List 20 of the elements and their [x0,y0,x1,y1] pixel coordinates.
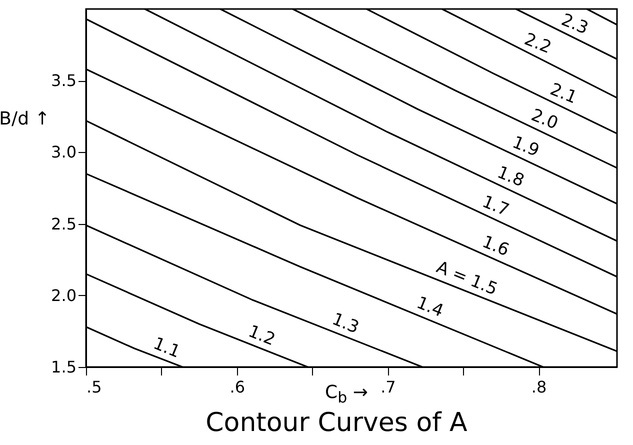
text: 1.7 [479,192,512,221]
y-tick-label: 2.0 [51,286,76,305]
x-tick-label: .8 [531,378,547,396]
text: 1.3 [329,309,362,338]
x-tick-label: .7 [380,378,396,396]
x-tick-label: .6 [230,378,245,396]
x-tick-label: .5 [86,378,102,396]
y-tick-label: 2.5 [51,214,76,234]
text: 1.9 [509,132,542,162]
y-tick-label: 3.5 [51,71,76,90]
text: 1.8 [494,162,527,192]
text: 2.3 [558,10,591,39]
text: 1.2 [245,322,278,350]
text: Contour Curves of A [204,408,468,438]
x-axis-title: C$_{b}$ → [325,382,368,407]
y-axis-title: B/d ↑ [0,108,50,130]
text: 2.2 [521,29,554,58]
y-tick-label: 1.5 [51,358,76,376]
text: 1.1 [150,334,183,362]
y-tick-label: 3.0 [51,142,76,162]
